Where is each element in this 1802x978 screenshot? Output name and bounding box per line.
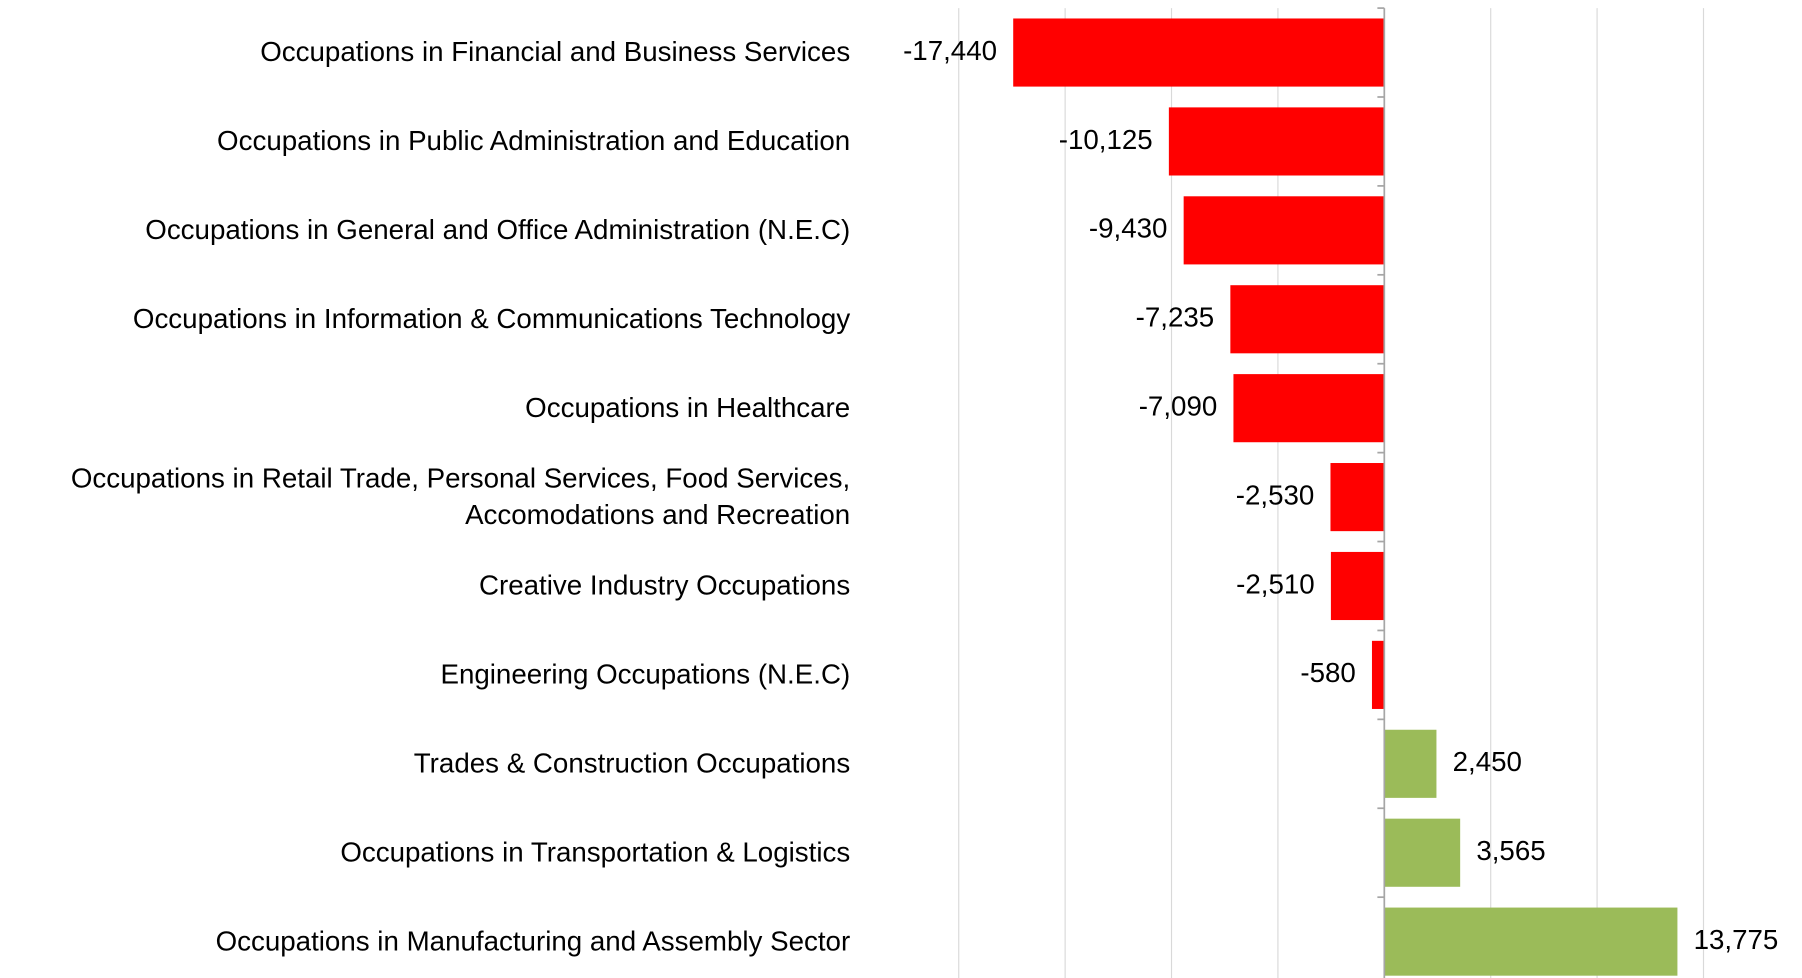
bar	[1230, 285, 1385, 354]
category-label: Occupations in Retail Trade, Personal Se…	[70, 462, 851, 531]
category-label-box: Occupations in Retail Trade, Personal Se…	[70, 462, 851, 531]
category-label-box: Occupations in Transportation & Logistic…	[340, 836, 851, 868]
bar	[1384, 907, 1678, 976]
data-label: -7,235	[1136, 302, 1215, 333]
data-label: -2,510	[1236, 568, 1315, 599]
category-label-box: Occupations in Manufacturing and Assembl…	[215, 925, 851, 957]
bar	[1384, 818, 1461, 887]
category-label-box: Occupations in Healthcare	[525, 392, 851, 424]
bar	[1330, 551, 1385, 621]
data-label: -10,125	[1059, 124, 1153, 155]
data-label: 3,565	[1476, 835, 1545, 866]
data-label: -17,440	[903, 35, 997, 66]
bar	[1233, 374, 1385, 443]
bar	[1183, 196, 1385, 265]
data-label: 2,450	[1453, 746, 1522, 777]
category-label: Creative Industry Occupations	[478, 569, 851, 602]
category-label-box: Occupations in Financial and Business Se…	[260, 36, 851, 68]
category-label-box: Occupations in Public Administration and…	[217, 125, 851, 157]
category-label-box: Creative Industry Occupations	[478, 569, 851, 602]
bar	[1013, 18, 1385, 87]
category-label: Occupations in Manufacturing and Assembl…	[215, 925, 851, 957]
data-label: -580	[1300, 657, 1355, 688]
bar	[1384, 729, 1437, 798]
category-label: Occupations in Information & Communicati…	[132, 303, 851, 335]
category-label: Occupations in General and Office Admini…	[145, 214, 851, 246]
category-label: Occupations in Healthcare	[525, 392, 851, 424]
category-label-box: Engineering Occupations (N.E.C)	[440, 658, 851, 690]
bar	[1371, 640, 1385, 709]
category-label: Occupations in Transportation & Logistic…	[340, 836, 851, 868]
category-label: Occupations in Public Administration and…	[217, 125, 851, 157]
data-label: -2,530	[1236, 479, 1315, 510]
category-label: Occupations in Financial and Business Se…	[260, 36, 851, 68]
category-label-box: Trades & Construction Occupations	[413, 747, 851, 779]
bar	[1168, 107, 1385, 176]
category-label: Engineering Occupations (N.E.C)	[440, 658, 851, 690]
category-label: Trades & Construction Occupations	[413, 747, 851, 779]
data-label: -9,430	[1089, 213, 1168, 244]
data-label: 13,775	[1694, 924, 1779, 955]
data-label: -7,090	[1139, 390, 1218, 421]
category-label-box: Occupations in Information & Communicati…	[132, 303, 851, 335]
category-label-box: Occupations in General and Office Admini…	[145, 214, 851, 246]
bar	[1330, 463, 1385, 532]
